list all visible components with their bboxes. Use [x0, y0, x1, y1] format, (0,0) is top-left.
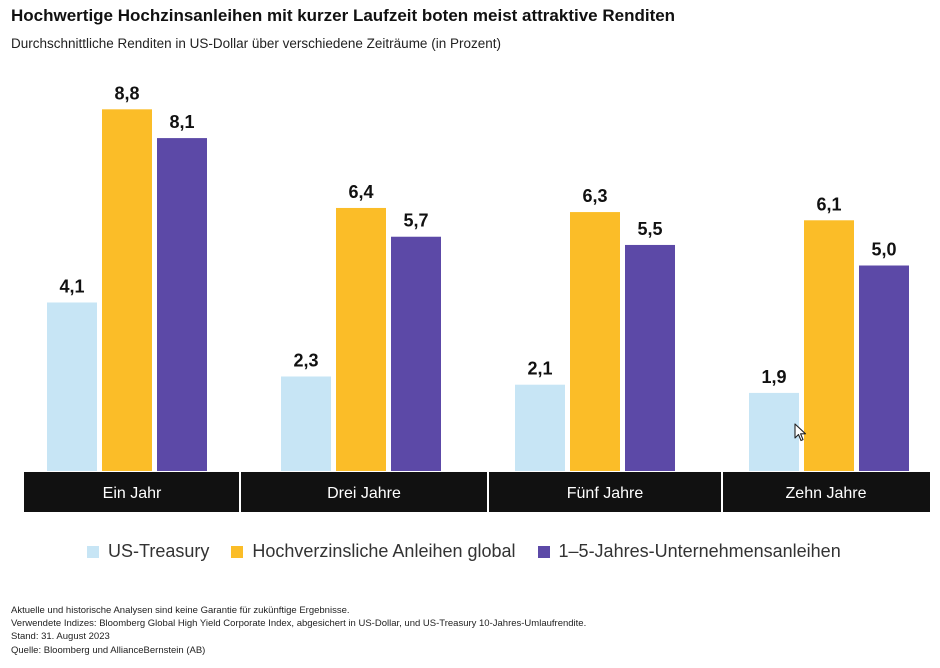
legend-swatch-us-treasury — [87, 545, 99, 558]
data-label-1-5-jahres-unternehmensanleihen-ein-jahr: 8,1 — [169, 112, 194, 132]
data-label-us-treasury-ein-jahr: 4,1 — [59, 276, 84, 296]
category-separator — [239, 472, 241, 512]
bar-1-5-jahres-unternehmensanleihen-funf-jahre — [625, 244, 675, 471]
category-band-drei-jahre — [240, 472, 488, 512]
data-label-1-5-jahres-unternehmensanleihen-drei-jahre: 5,7 — [403, 211, 428, 231]
footnotes: Aktuelle und historische Analysen sind k… — [11, 604, 586, 657]
legend-item-us-treasury: US-Treasury — [87, 541, 209, 562]
legend-label-high-yield: Hochverzinsliche Anleihen global — [252, 541, 516, 561]
data-label-1-5-jahres-unternehmensanleihen-zehn-jahre: 5,0 — [871, 240, 896, 260]
category-separator — [721, 472, 723, 512]
bar-us-treasury-zehn-jahre — [749, 392, 799, 471]
data-label-hochverzinsliche-anleihen-global-drei-jahre: 6,4 — [348, 182, 373, 202]
bar-us-treasury-funf-jahre — [515, 384, 565, 471]
bar-hochverzinsliche-anleihen-global-zehn-jahre — [804, 220, 854, 471]
category-band-ein-jahr — [24, 472, 240, 512]
chart-legend: US-Treasury Hochverzinsliche Anleihen gl… — [87, 541, 863, 562]
category-band-zehn-jahre — [722, 472, 930, 512]
legend-item-corporate-bonds: 1–5-Jahres-Unternehmensanleihen — [537, 541, 841, 562]
data-label-us-treasury-zehn-jahre: 1,9 — [761, 367, 786, 387]
legend-swatch-high-yield — [231, 545, 244, 558]
category-label-ein-jahr: Ein Jahr — [103, 485, 162, 502]
mouse-pointer-icon — [794, 423, 807, 442]
data-label-hochverzinsliche-anleihen-global-funf-jahre: 6,3 — [582, 186, 607, 206]
bar-1-5-jahres-unternehmensanleihen-zehn-jahre — [859, 265, 909, 471]
legend-swatch-corporate-bonds — [537, 545, 550, 558]
category-separator — [487, 472, 489, 512]
footnote-source: Quelle: Bloomberg und AllianceBernstein … — [11, 644, 206, 656]
bar-hochverzinsliche-anleihen-global-funf-jahre — [570, 212, 620, 471]
footnote-indices: Verwendete Indizes: Bloomberg Global Hig… — [11, 618, 587, 630]
legend-label-us-treasury: US-Treasury — [108, 541, 210, 561]
bar-hochverzinsliche-anleihen-global-drei-jahre — [336, 207, 386, 471]
bar-chart: Ein Jahr Drei Jahre Fünf Jahre Zehn Jahre 4,… — [24, 83, 930, 512]
bar-us-treasury-ein-jahr — [47, 302, 97, 471]
legend-label-corporate-bonds: 1–5-Jahres-Unternehmensanleihen — [558, 541, 841, 561]
data-label-us-treasury-funf-jahre: 2,1 — [527, 359, 552, 379]
legend-item-high-yield: Hochverzinsliche Anleihen global — [231, 541, 516, 562]
chart-subtitle: Durchschnittliche Renditen in US-Dollar … — [11, 36, 501, 51]
data-label-hochverzinsliche-anleihen-global-zehn-jahre: 6,1 — [816, 194, 841, 214]
bar-us-treasury-drei-jahre — [281, 376, 331, 471]
data-label-hochverzinsliche-anleihen-global-ein-jahr: 8,8 — [114, 83, 139, 103]
category-band-funf-jahre — [488, 472, 722, 512]
category-label-zehn-jahre: Zehn Jahre — [786, 485, 867, 502]
bar-1-5-jahres-unternehmensanleihen-drei-jahre — [391, 236, 441, 471]
footnote-date: Stand: 31. August 2023 — [11, 631, 110, 643]
data-label-us-treasury-drei-jahre: 2,3 — [293, 350, 318, 370]
data-label-1-5-jahres-unternehmensanleihen-funf-jahre: 5,5 — [637, 219, 662, 239]
chart-title: Hochwertige Hochzinsanleihen mit kurzer … — [11, 6, 676, 25]
footnote-disclaimer: Aktuelle und historische Analysen sind k… — [11, 605, 350, 616]
bar-1-5-jahres-unternehmensanleihen-ein-jahr — [157, 138, 207, 471]
bar-hochverzinsliche-anleihen-global-ein-jahr — [102, 109, 152, 471]
category-label-drei-jahre: Drei Jahre — [327, 485, 401, 502]
category-label-funf-jahre: Fünf Jahre — [567, 485, 644, 502]
